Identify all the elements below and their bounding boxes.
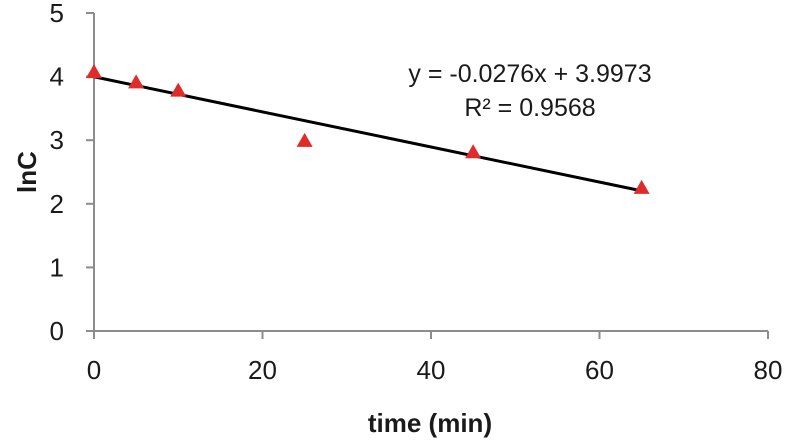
x-tick-label: 80 [754,355,783,385]
y-tick-label: 2 [50,189,64,219]
data-point [465,144,482,159]
x-tick-label: 60 [585,355,614,385]
data-point [86,64,102,79]
data-point [128,74,145,89]
x-axis-title: time (min) [368,408,492,438]
trendline-equation: y = -0.0276x + 3.9973 [408,60,651,88]
data-point [633,179,650,194]
data-points [86,64,650,194]
y-axis-title: lnC [12,151,42,193]
data-point [296,132,313,147]
y-tick-label: 0 [50,316,64,346]
y-tick-label: 1 [50,252,64,282]
y-tick-label: 4 [50,62,64,92]
x-tick-label: 40 [417,355,446,385]
y-tick-label: 3 [50,125,64,155]
x-ticks: 0 20 40 60 80 [87,331,783,385]
trendline-r2: R² = 0.9568 [464,94,595,122]
data-point [170,82,187,97]
y-ticks: 0 1 2 3 4 5 [50,0,94,346]
x-tick-label: 0 [87,355,101,385]
y-tick-label: 5 [50,0,64,28]
x-tick-label: 20 [248,355,277,385]
